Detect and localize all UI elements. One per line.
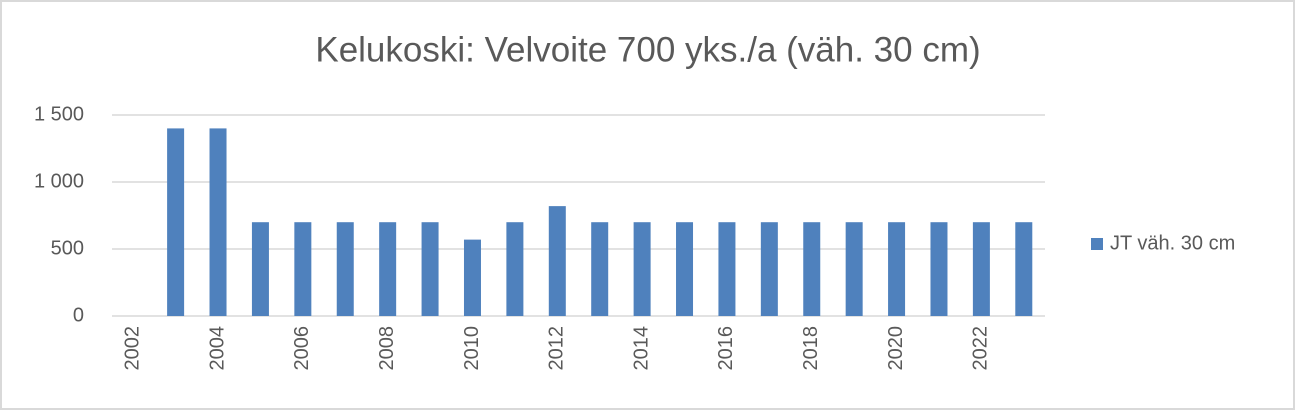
x-tick-label: 2018 <box>800 326 822 371</box>
bar <box>294 222 312 316</box>
bar <box>379 222 397 316</box>
bar <box>336 222 354 316</box>
bar <box>251 222 269 316</box>
bar <box>1015 222 1033 316</box>
y-tick-label: 500 <box>51 237 84 259</box>
legend-swatch <box>1091 238 1103 250</box>
x-tick-label: 2016 <box>715 326 737 371</box>
x-tick-label: 2014 <box>630 326 652 371</box>
x-tick-label: 2006 <box>291 326 313 371</box>
y-tick-label: 1 000 <box>34 170 84 192</box>
bar <box>676 222 694 316</box>
bar <box>930 222 948 316</box>
bar <box>591 222 609 316</box>
bar <box>421 222 439 316</box>
x-tick-label: 2004 <box>206 326 228 371</box>
bar <box>463 239 481 316</box>
bar <box>548 206 566 316</box>
x-tick-label: 2020 <box>885 326 907 371</box>
chart-title: Kelukoski: Velvoite 700 yks./a (väh. 30 … <box>315 30 980 69</box>
bar <box>718 222 736 316</box>
bar <box>888 222 906 316</box>
legend-label: JT väh. 30 cm <box>1110 232 1235 254</box>
bar <box>803 222 821 316</box>
x-tick-label: 2022 <box>970 326 992 371</box>
bar <box>972 222 990 316</box>
y-tick-label: 0 <box>73 304 84 326</box>
bar <box>506 222 524 316</box>
bar <box>209 128 227 316</box>
bar <box>167 128 185 316</box>
bar <box>633 222 651 316</box>
x-tick-label: 2012 <box>546 326 568 371</box>
bar <box>845 222 863 316</box>
x-tick-label: 2002 <box>121 326 143 371</box>
y-tick-label: 1 500 <box>34 103 84 125</box>
x-tick-label: 2008 <box>376 326 398 371</box>
bar <box>760 222 778 316</box>
x-tick-label: 2010 <box>461 326 483 371</box>
